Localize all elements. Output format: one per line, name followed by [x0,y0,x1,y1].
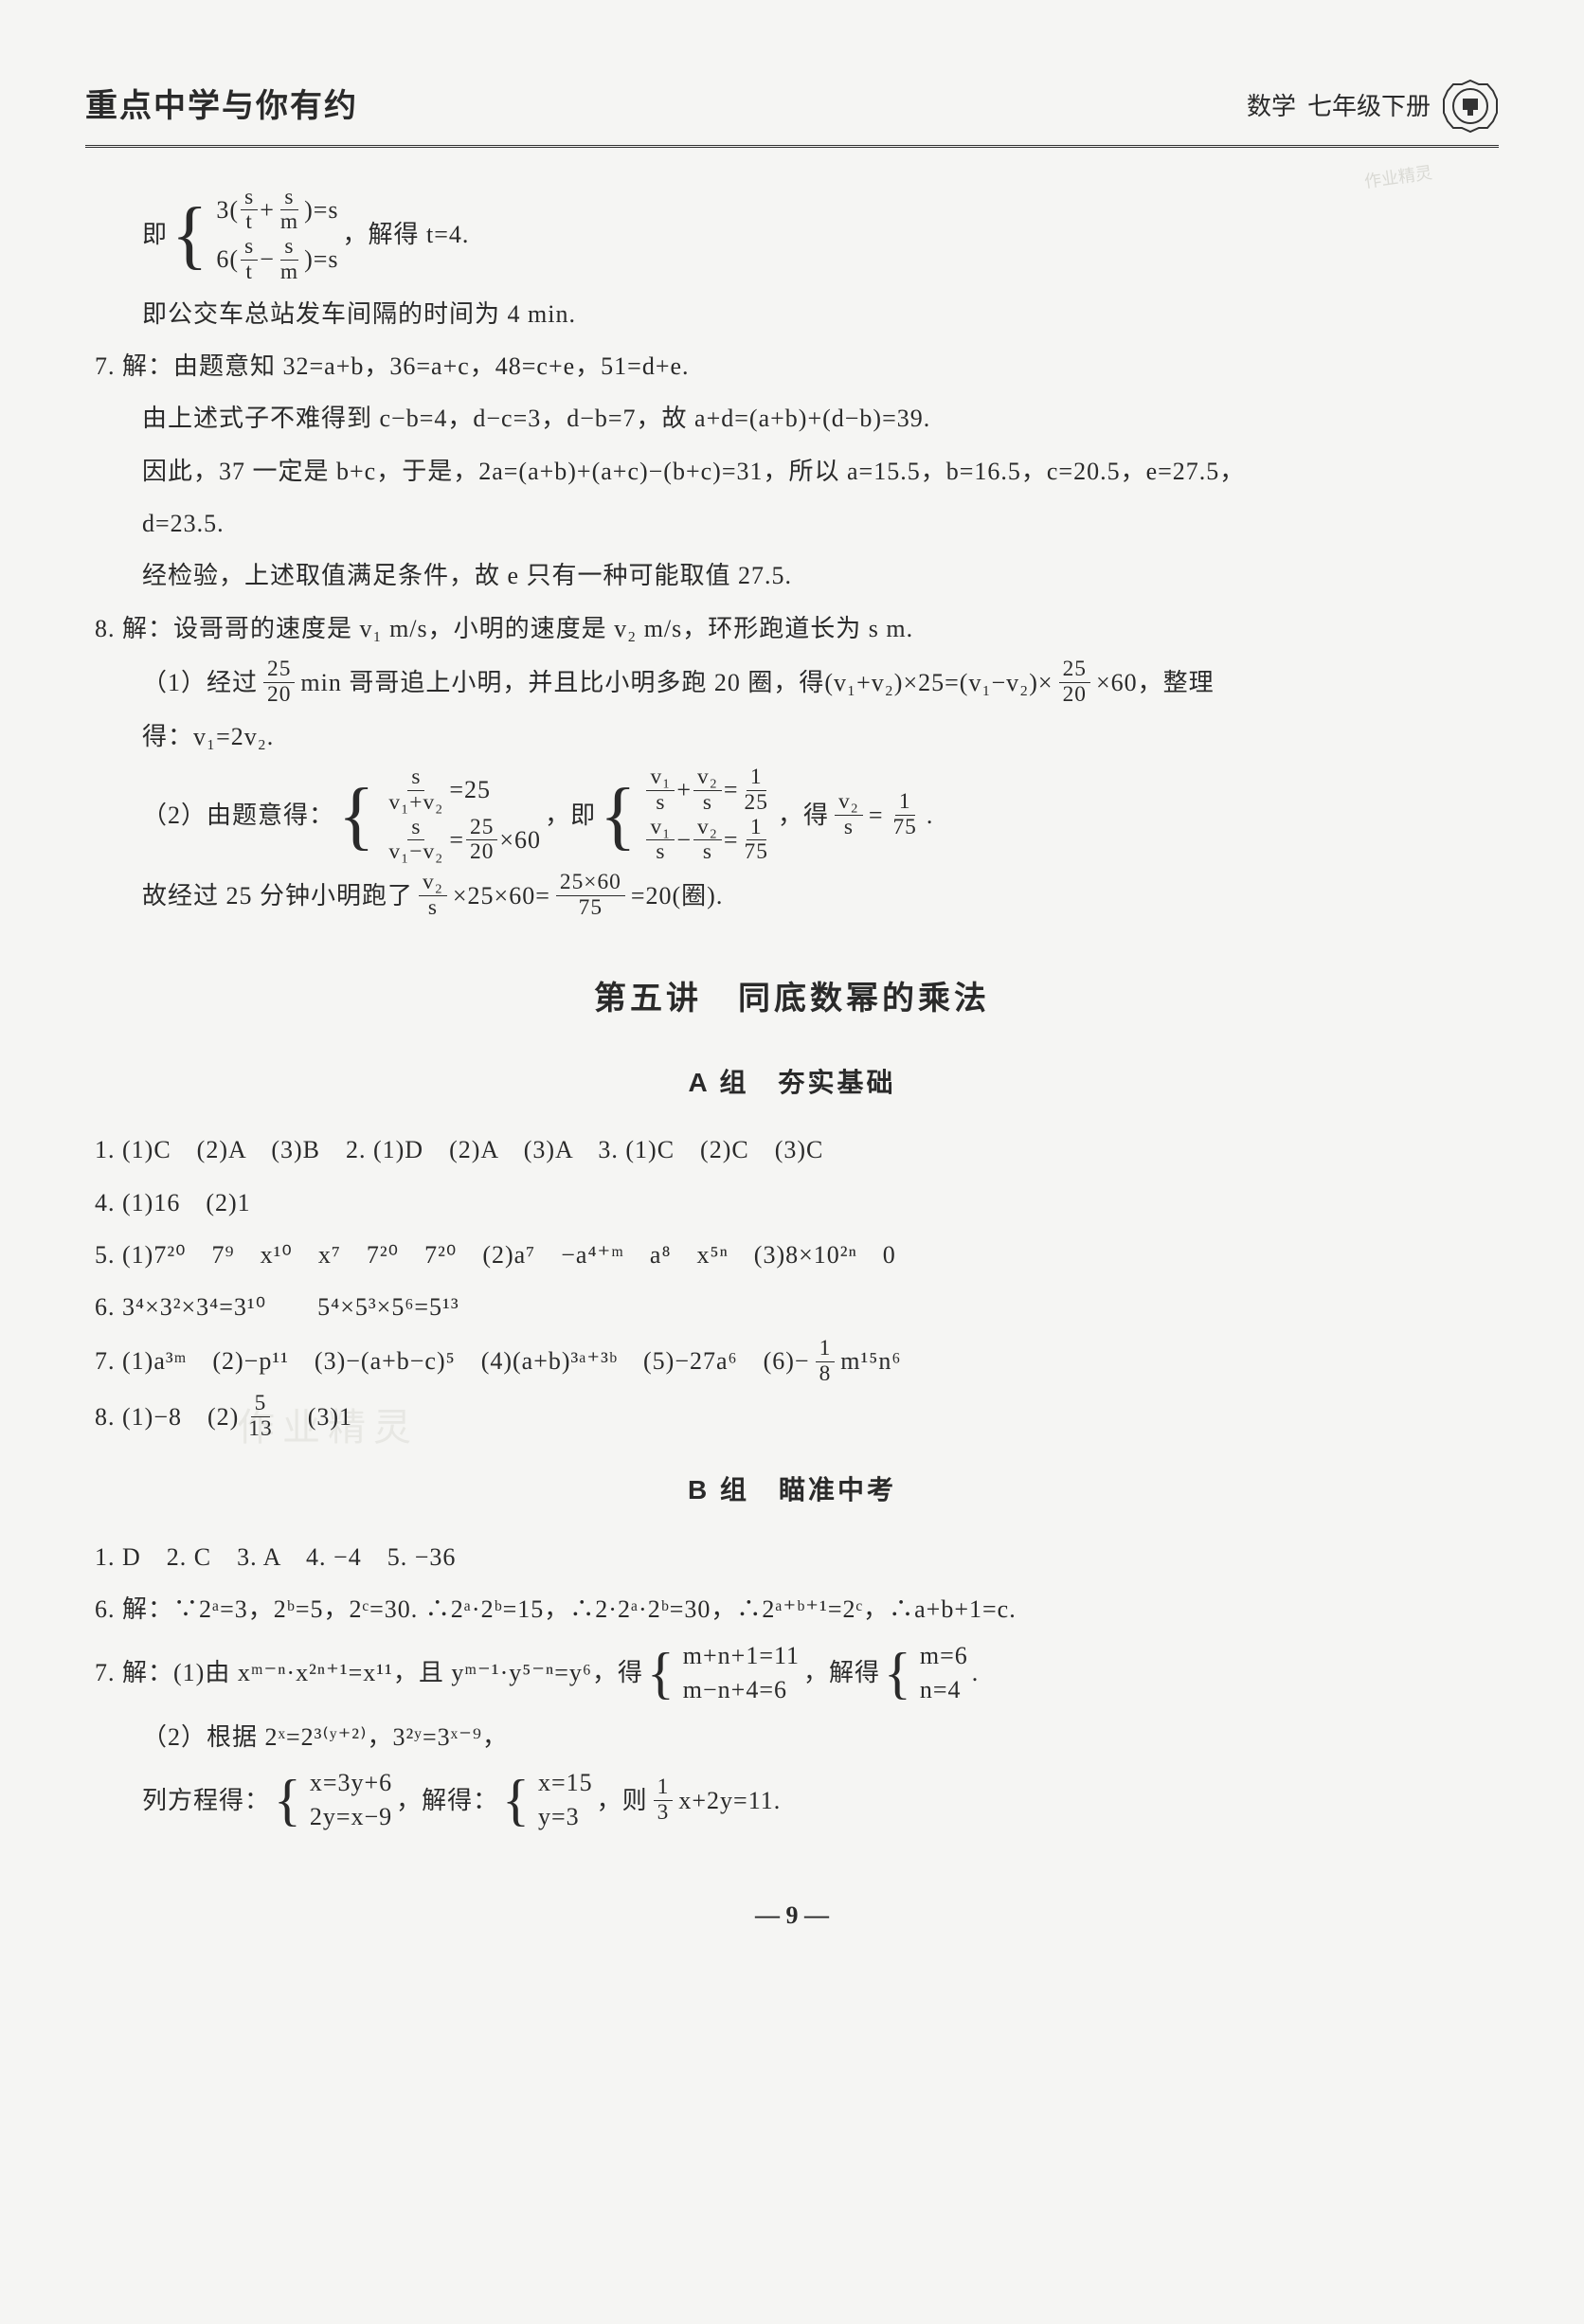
frac: v₂s [835,790,863,839]
a4: 4. (1)16 (2)1 [95,1180,1489,1226]
prefix-text: 即 [142,211,168,258]
q7-l4: d=23.5. [95,500,1489,547]
b1: 1. D 2. C 3. A 4. −4 5. −36 [95,1534,1489,1580]
solve-text: ，解得 t=4. [343,211,470,258]
frac: sv₁+v₂ [385,766,447,815]
brace-rows: 3( st + sm )=s 6( st − sm )=s [216,186,338,285]
frac: 25×6075 [556,871,625,920]
frac: 125 [741,766,772,815]
q7-l1: 7. 解：由题意知 32=a+b，36=a+c，48=c+e，51=d+e. [95,343,1489,389]
frac: st [241,186,258,235]
b7-2a: （2）根据 2ˣ=2³⁽ʸ⁺²⁾，3²ʸ=3ˣ⁻⁹， [95,1714,1489,1760]
a1: 1. (1)C (2)A (3)B 2. (1)D (2)A (3)A 3. (… [95,1126,1489,1173]
header-right: 数学 七年级下册 [1247,78,1499,135]
frac: 175 [889,790,920,839]
frac: 2520 [466,816,497,865]
subject-label: 数学 [1247,83,1296,130]
q7-l2: 由上述式子不难得到 c−b=4，d−c=3，d−b=7，故 a+d=(a+b)+… [95,395,1489,441]
grade-label: 七年级下册 [1307,83,1431,130]
q7-l3: 因此，37 一定是 b+c，于是，2a=(a+b)+(a+c)−(b+c)=31… [95,448,1489,495]
brace-l-icon: { [502,1777,531,1823]
frac: v₂s [693,766,722,815]
brace-rows: sv₁+v₂ =25 sv₁−v₂ = 2520 ×60 [383,766,541,865]
brace-l-icon: { [884,1650,912,1696]
q8-p3: 故经过 25 分钟小明跑了 v₂s ×25×60= 25×6075 =20(圈)… [95,871,1489,920]
eq-block-top: 即 { 3( st + sm )=s 6( st − sm )=s ，解得 t=… [95,186,1489,285]
brace-rows: v₁s + v₂s = 125 v₁s − v₂s = 175 [644,766,773,865]
conclusion-text: 即公交车总站发车间隔的时间为 4 min. [95,291,1489,337]
brace-l-icon: { [171,205,208,265]
frac: sm [277,235,302,284]
group-a-title: A 组 夯实基础 [95,1057,1489,1108]
frac: v₂s [419,871,447,920]
a8: 8. (1)−8 (2) 513 (3)1 作业精灵 [95,1392,1489,1441]
a7: 7. (1)a³ᵐ (2)−p¹¹ (3)−(a+b−c)⁵ (4)(a+b)³… [95,1337,1489,1386]
brace-l-icon: { [647,1650,675,1696]
frac: v₁s [646,766,675,815]
frac: 18 [816,1337,836,1386]
frac: 2520 [1059,658,1090,707]
q8-l1: 8. 解：设哥哥的速度是 v₁ m/s，小明的速度是 v₂ m/s，环形跑道长为… [95,605,1489,652]
frac: 175 [741,816,772,865]
frac: st [241,235,258,284]
brace-row-2: 6( st − sm )=s [216,235,338,284]
q8-p2: （2）由题意得： { sv₁+v₂ =25 sv₁−v₂ = 2520 ×60 … [95,766,1489,865]
frac: sv₁−v₂ [385,816,447,865]
badge-icon [1442,78,1499,135]
brace-l-icon: { [338,785,375,846]
header-title: 重点中学与你有约 [85,76,358,137]
frac: v₂s [693,816,722,865]
q7-l5: 经检验，上述取值满足条件，故 e 只有一种可能取值 27.5. [95,552,1489,599]
page-header: 重点中学与你有约 数学 七年级下册 [85,76,1499,148]
b7-2b: 列方程得： { x=3y+6 2y=x−9 ，解得： { x=15 y=3 ，则… [95,1766,1489,1835]
page-content: 即 { 3( st + sm )=s 6( st − sm )=s ，解得 t=… [85,186,1499,1835]
q8-p1d: 得：v₁=2v₂. [95,713,1489,760]
a5: 5. (1)7²⁰ 7⁹ x¹⁰ x⁷ 7²⁰ 7²⁰ (2)a⁷ −a⁴⁺ᵐ … [95,1232,1489,1278]
a6: 6. 3⁴×3²×3⁴=3¹⁰ 5⁴×5³×5⁶=5¹³ [95,1284,1489,1330]
section-title: 第五讲 同底数幂的乘法 [95,968,1489,1030]
group-b-title: B 组 瞄准中考 [95,1465,1489,1515]
brace-l-icon: { [274,1777,302,1823]
b6: 6. 解：∵2ᵃ=3，2ᵇ=5，2ᶜ=30. ∴2ᵃ·2ᵇ=15，∴2·2ᵃ·2… [95,1586,1489,1632]
frac: 13 [654,1775,674,1825]
frac: v₁s [646,816,675,865]
page-number: — 9 — [85,1892,1499,1938]
brace-l-icon: { [600,785,637,846]
q8-p1: （1）经过 2520 min 哥哥追上小明，并且比小明多跑 20 圈，得(v₁+… [95,658,1489,707]
frac: 2520 [263,658,295,707]
frac: 513 [244,1392,276,1441]
brace-row-1: 3( st + sm )=s [216,186,338,235]
frac: sm [277,186,302,235]
b7-1: 7. 解：(1)由 xᵐ⁻ⁿ·x²ⁿ⁺¹=x¹¹，且 yᵐ⁻¹·y⁵⁻ⁿ=y⁶，… [95,1639,1489,1708]
